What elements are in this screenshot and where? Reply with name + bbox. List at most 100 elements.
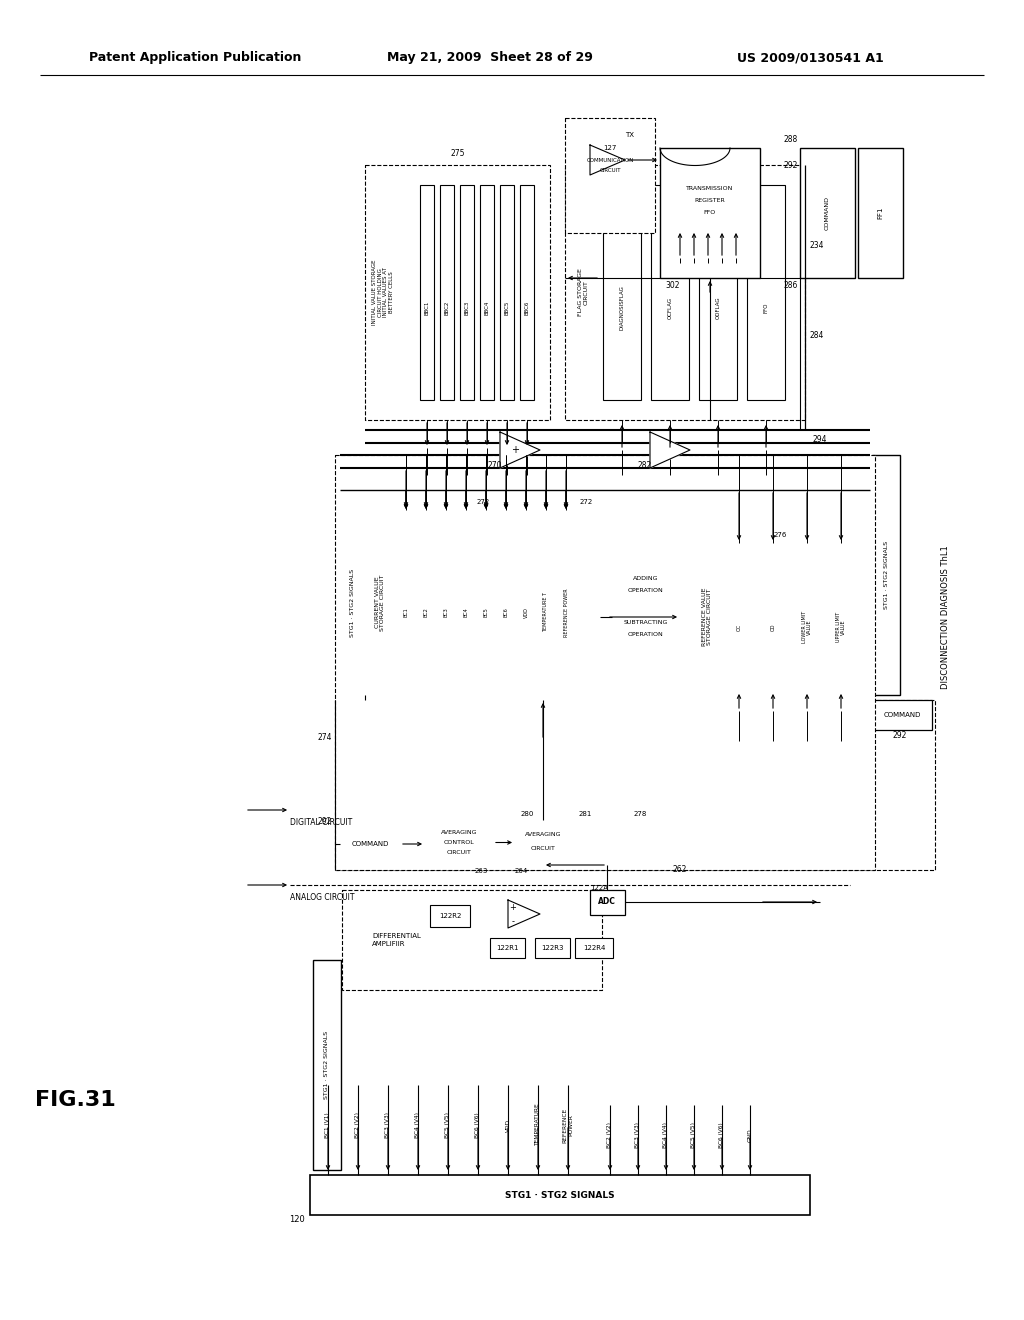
Bar — [759, 558, 787, 676]
Text: BC2: BC2 — [424, 607, 428, 618]
Text: CURRENT VALUE
STORAGE CIRCUIT: CURRENT VALUE STORAGE CIRCUIT — [375, 574, 385, 631]
Text: BC3: BC3 — [443, 607, 449, 618]
Bar — [858, 148, 903, 279]
Bar — [746, 185, 785, 400]
Text: 122R3: 122R3 — [541, 945, 563, 950]
Text: LOWER LIMIT
VALUE: LOWER LIMIT VALUE — [802, 611, 812, 643]
Polygon shape — [650, 432, 690, 469]
Bar — [420, 185, 434, 400]
Bar — [565, 165, 805, 420]
Bar — [340, 510, 365, 696]
Bar — [872, 700, 932, 730]
Text: 294: 294 — [813, 436, 827, 445]
Bar — [800, 148, 855, 279]
Bar — [440, 185, 454, 400]
Bar — [660, 148, 760, 279]
Bar — [335, 455, 874, 870]
Text: TRANSMISSION: TRANSMISSION — [686, 186, 733, 190]
Text: STG1 · STG2 SIGNALS: STG1 · STG2 SIGNALS — [505, 1191, 614, 1200]
Text: 292: 292 — [317, 817, 332, 826]
Text: FFO: FFO — [703, 210, 716, 215]
Bar — [872, 455, 900, 696]
Text: STG1 · STG2 SIGNALS: STG1 · STG2 SIGNALS — [884, 541, 889, 609]
Text: BC2 (V2): BC2 (V2) — [607, 1122, 612, 1148]
Text: ANALOG CIRCUIT: ANALOG CIRCUIT — [290, 894, 354, 902]
Text: DIFFERENTIAL
AMPLIFIIR: DIFFERENTIAL AMPLIFIIR — [372, 933, 421, 946]
Text: May 21, 2009  Sheet 28 of 29: May 21, 2009 Sheet 28 of 29 — [387, 51, 593, 65]
Text: BBC3: BBC3 — [465, 301, 469, 314]
Bar — [365, 165, 550, 420]
Text: CIRCUIT: CIRCUIT — [599, 168, 621, 173]
Text: COMMUNICATION: COMMUNICATION — [587, 157, 634, 162]
Bar — [565, 117, 655, 234]
Text: BBC1: BBC1 — [425, 301, 429, 314]
Text: VDD: VDD — [523, 607, 528, 618]
Text: REFERENCE
POWER: REFERENCE POWER — [562, 1107, 573, 1143]
Text: BC3 (V3): BC3 (V3) — [385, 1111, 390, 1138]
Text: BC5 (V5): BC5 (V5) — [445, 1111, 451, 1138]
Text: ADC: ADC — [598, 898, 616, 907]
Text: OD: OD — [770, 623, 775, 631]
Bar — [478, 525, 494, 680]
Polygon shape — [500, 432, 540, 469]
Polygon shape — [590, 145, 625, 176]
Text: AVERAGING: AVERAGING — [524, 833, 561, 837]
Text: 127: 127 — [603, 145, 616, 150]
Text: AVERAGING: AVERAGING — [440, 829, 477, 834]
Bar — [558, 525, 574, 680]
Text: BC6 (V6): BC6 (V6) — [475, 1113, 480, 1138]
Text: 120: 120 — [289, 1216, 305, 1225]
Text: BC4 (V4): BC4 (V4) — [416, 1111, 421, 1138]
Bar — [793, 558, 821, 676]
Text: OCFLAG: OCFLAG — [668, 297, 673, 318]
Text: GND: GND — [748, 1129, 753, 1142]
Text: INITIAL VALUE STORAGE
CIRCUIT HOLDING
INITIAL VALUES AT
BETTERY CELLS: INITIAL VALUE STORAGE CIRCUIT HOLDING IN… — [372, 260, 394, 325]
Text: REFERENCE POWER: REFERENCE POWER — [563, 589, 568, 636]
Bar — [699, 185, 737, 400]
Text: TX: TX — [626, 132, 635, 139]
Text: 275: 275 — [451, 149, 465, 157]
Text: 292: 292 — [893, 731, 907, 741]
Bar — [430, 906, 470, 927]
Text: CONTROL: CONTROL — [443, 840, 474, 845]
Bar — [538, 525, 554, 680]
Bar — [725, 558, 753, 676]
Bar — [575, 939, 613, 958]
Text: STG1 · STG2 SIGNALS: STG1 · STG2 SIGNALS — [325, 1031, 330, 1100]
Text: COMMAND: COMMAND — [824, 195, 829, 230]
Text: TEMPERATURE: TEMPERATURE — [536, 1104, 541, 1146]
Bar — [535, 939, 570, 958]
Bar — [651, 185, 689, 400]
Bar — [480, 185, 494, 400]
Bar — [500, 185, 514, 400]
Bar — [313, 960, 341, 1170]
Bar — [518, 525, 534, 680]
Text: 262: 262 — [673, 866, 687, 874]
Bar — [438, 525, 454, 680]
Text: 284: 284 — [810, 330, 824, 339]
Text: COMMAND: COMMAND — [884, 711, 921, 718]
Text: COMMAND: COMMAND — [351, 841, 389, 847]
Text: REFERENCE VALUE
STORAGE CIRCUIT: REFERENCE VALUE STORAGE CIRCUIT — [701, 587, 713, 647]
Text: VDD: VDD — [506, 1118, 511, 1131]
Text: 282: 282 — [638, 461, 652, 470]
Bar — [498, 525, 514, 680]
Text: TEMPERATURE T: TEMPERATURE T — [544, 593, 549, 632]
Bar — [418, 525, 434, 680]
Text: DISCONNECTION DIAGNOSIS ThL1: DISCONNECTION DIAGNOSIS ThL1 — [940, 545, 949, 689]
Text: 276: 276 — [773, 532, 786, 539]
Text: Patent Application Publication: Patent Application Publication — [89, 51, 301, 65]
Text: ODFLAG: ODFLAG — [716, 296, 721, 319]
Text: 264: 264 — [515, 869, 528, 874]
Text: 270: 270 — [487, 461, 502, 470]
Text: 122R2: 122R2 — [439, 913, 461, 919]
Text: STG1 · STG2 SIGNALS: STG1 · STG2 SIGNALS — [350, 569, 355, 636]
Bar — [310, 1175, 810, 1214]
Text: 274: 274 — [317, 734, 332, 742]
Text: -: - — [512, 917, 514, 927]
Text: 122R1: 122R1 — [496, 945, 518, 950]
Polygon shape — [508, 900, 540, 928]
Text: FF1: FF1 — [877, 207, 883, 219]
Text: 302: 302 — [665, 281, 680, 290]
Text: 292: 292 — [783, 161, 798, 169]
